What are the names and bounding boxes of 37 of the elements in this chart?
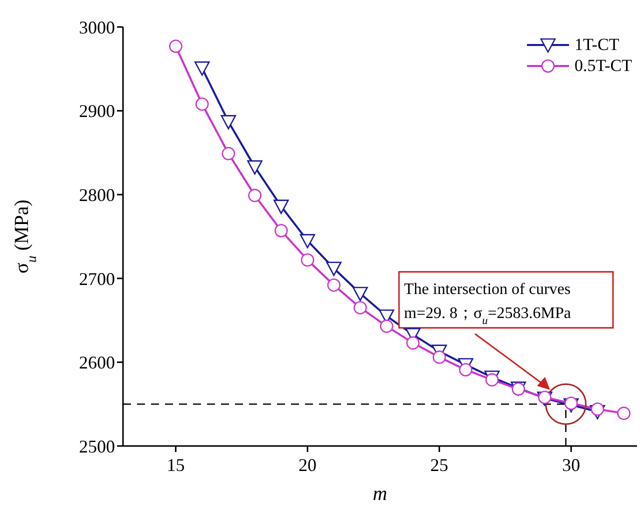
y-tick-label: 2800	[79, 184, 115, 205]
point	[617, 406, 630, 420]
point	[590, 402, 604, 416]
x-tick-label: 30	[562, 454, 580, 475]
point	[274, 224, 288, 238]
legend-label: 0.5T-CT	[574, 56, 632, 76]
point	[222, 146, 236, 160]
y-tick-label: 2600	[79, 352, 115, 373]
point	[354, 301, 367, 314]
point	[247, 160, 262, 175]
y-tick-label: 2700	[79, 268, 115, 289]
point	[300, 253, 314, 267]
legend-label: 1T-CT	[574, 34, 620, 54]
point	[195, 97, 209, 111]
point	[274, 200, 289, 214]
x-tick-label: 25	[430, 454, 448, 475]
point	[406, 336, 420, 350]
y-tick-label: 3000	[79, 17, 115, 38]
point	[327, 278, 341, 292]
x-tick-label: 20	[298, 454, 317, 475]
x-tick-label: 15	[166, 454, 185, 475]
point	[220, 115, 236, 130]
point	[248, 188, 262, 202]
point	[459, 363, 472, 376]
point	[169, 40, 182, 53]
point	[352, 286, 368, 302]
point	[326, 262, 342, 276]
point	[485, 373, 499, 386]
x-axis-title: m	[372, 483, 388, 505]
point	[432, 350, 446, 364]
y-tick-label: 2900	[79, 101, 115, 122]
annotation: The intersection of curves m=29. 8；σ$_{u}$=2583.6MPa	[404, 280, 571, 327]
point	[300, 234, 316, 248]
point	[380, 320, 394, 333]
y-tick-label: 2500	[79, 436, 115, 456]
point	[538, 390, 552, 404]
point	[194, 61, 210, 76]
